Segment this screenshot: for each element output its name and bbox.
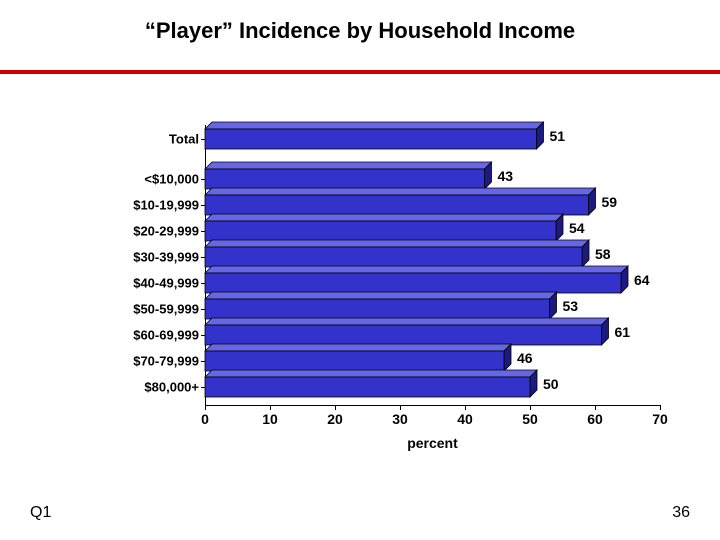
x-tick-label: 50: [522, 411, 538, 427]
value-label: 46: [517, 350, 533, 366]
x-tick: [270, 405, 271, 410]
bar: [205, 344, 512, 371]
x-tick-label: 20: [327, 411, 343, 427]
category-label: $20-29,999: [133, 224, 205, 239]
category-label: $50-59,999: [133, 302, 205, 317]
value-label: 59: [602, 194, 618, 210]
slide: “Player” Incidence by Household Income 0…: [0, 0, 720, 540]
x-tick: [205, 405, 206, 410]
x-tick-label: 30: [392, 411, 408, 427]
value-label: 61: [615, 324, 631, 340]
bar: [205, 370, 538, 397]
bar: [205, 188, 597, 215]
value-label: 50: [543, 376, 559, 392]
bar-chart: 010203040506070Total51<$10,00043$10-19,9…: [110, 125, 670, 475]
chart-row: $40-49,99964: [205, 273, 660, 293]
chart-row: $50-59,99953: [205, 299, 660, 319]
value-label: 58: [595, 246, 611, 262]
category-label: $40-49,999: [133, 276, 205, 291]
value-label: 43: [498, 168, 514, 184]
x-tick-label: 60: [587, 411, 603, 427]
plot-area: 010203040506070Total51<$10,00043$10-19,9…: [205, 125, 660, 405]
chart-row: $70-79,99946: [205, 351, 660, 371]
x-tick-label: 0: [201, 411, 209, 427]
category-label: <$10,000: [144, 172, 205, 187]
x-axis-label: percent: [205, 435, 660, 451]
x-tick: [530, 405, 531, 410]
category-label: $70-79,999: [133, 354, 205, 369]
chart-row: $60-69,99961: [205, 325, 660, 345]
value-label: 64: [634, 272, 650, 288]
chart-row: $20-29,99954: [205, 221, 660, 241]
chart-row: Total51: [205, 129, 660, 149]
slide-title: “Player” Incidence by Household Income: [0, 18, 720, 44]
category-label: Total: [169, 132, 205, 147]
value-label: 51: [550, 128, 566, 144]
category-label: $60-69,999: [133, 328, 205, 343]
category-label: $10-19,999: [133, 198, 205, 213]
x-tick-label: 40: [457, 411, 473, 427]
x-tick: [660, 405, 661, 410]
page-number: 36: [672, 504, 690, 522]
x-tick: [400, 405, 401, 410]
chart-row: $10-19,99959: [205, 195, 660, 215]
chart-row: <$10,00043: [205, 169, 660, 189]
category-label: $30-39,999: [133, 250, 205, 265]
category-label: $80,000+: [144, 380, 205, 395]
bar: [205, 214, 564, 241]
bar: [205, 266, 629, 293]
value-label: 53: [563, 298, 579, 314]
value-label: 54: [569, 220, 585, 236]
x-tick: [335, 405, 336, 410]
x-tick: [465, 405, 466, 410]
x-axis: [205, 405, 660, 406]
x-tick: [595, 405, 596, 410]
footer-left: Q1: [30, 504, 51, 522]
chart-row: $80,000+50: [205, 377, 660, 397]
bar: [205, 240, 590, 267]
bar: [205, 318, 610, 345]
bar: [205, 162, 493, 189]
bar: [205, 122, 545, 149]
bar: [205, 292, 558, 319]
x-tick-label: 70: [652, 411, 668, 427]
x-tick-label: 10: [262, 411, 278, 427]
chart-row: $30-39,99958: [205, 247, 660, 267]
title-underline: [0, 70, 720, 74]
